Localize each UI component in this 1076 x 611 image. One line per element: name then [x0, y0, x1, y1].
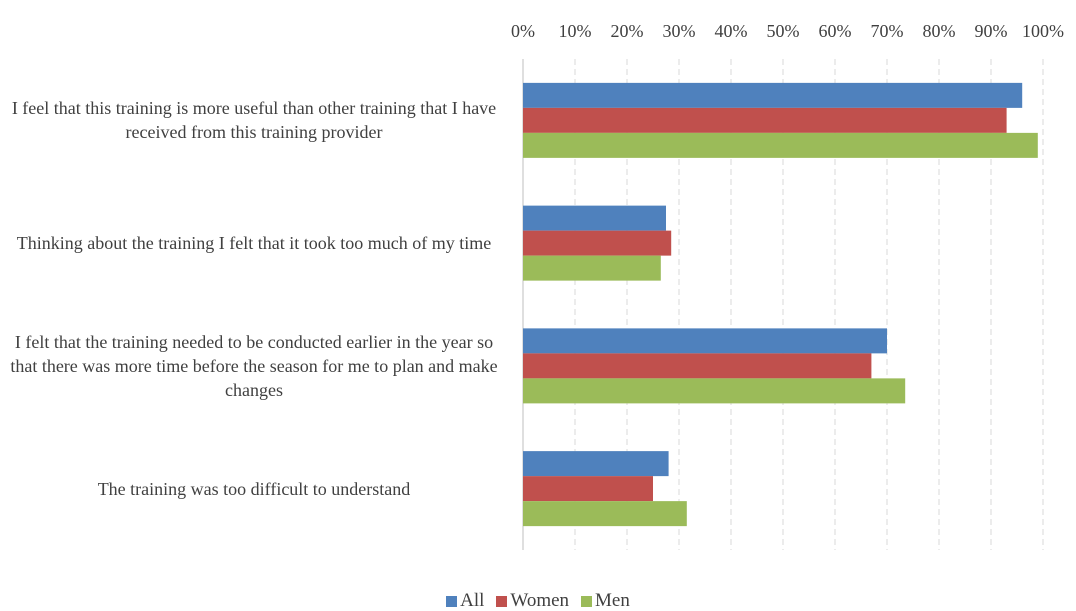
bar — [523, 205, 666, 231]
category-label: Thinking about the training I felt that … — [16, 233, 492, 254]
legend: All Women Men — [0, 590, 1076, 611]
legend-swatch — [581, 595, 593, 607]
bar — [523, 501, 687, 527]
legend-item: Women — [496, 590, 569, 611]
bar — [523, 107, 1007, 133]
legend-swatch — [446, 595, 458, 607]
x-tick-label: 90% — [975, 21, 1008, 41]
bar — [523, 230, 672, 256]
bar — [523, 255, 661, 281]
legend-swatch — [496, 595, 508, 607]
bar — [523, 378, 906, 404]
x-tick-label: 40% — [715, 21, 748, 41]
bar — [523, 476, 653, 502]
x-tick-label: 70% — [871, 21, 904, 41]
bar — [523, 82, 1023, 108]
x-tick-label: 100% — [1022, 21, 1064, 41]
category-label: The training was too difficult to unders… — [97, 478, 411, 499]
x-tick-label: 0% — [511, 21, 535, 41]
x-tick-label: 60% — [819, 21, 852, 41]
bar — [523, 451, 669, 477]
legend-label: Men — [595, 590, 630, 611]
x-tick-label: 10% — [559, 21, 592, 41]
bar — [523, 353, 872, 379]
bar — [523, 132, 1038, 158]
legend-item: All — [446, 590, 484, 611]
category-label: I felt that the training needed to be co… — [10, 331, 498, 400]
legend-label: All — [460, 590, 485, 611]
x-tick-label: 30% — [663, 21, 696, 41]
category-label: I feel that this training is more useful… — [11, 98, 497, 143]
bar — [523, 328, 887, 354]
legend-item: Men — [581, 590, 630, 611]
legend-label: Women — [510, 590, 570, 611]
x-tick-label: 50% — [767, 21, 800, 41]
x-tick-label: 20% — [611, 21, 644, 41]
x-tick-label: 80% — [923, 21, 956, 41]
